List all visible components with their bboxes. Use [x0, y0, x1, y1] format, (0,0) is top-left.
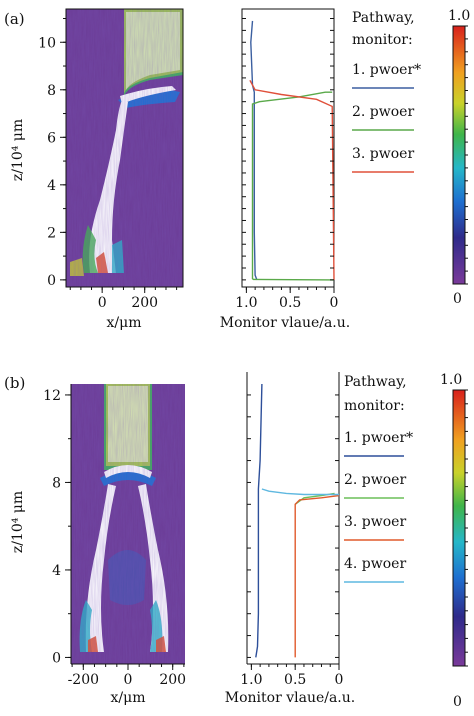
series-line [255, 383, 263, 658]
legend-entries: 1. pwoer* 2. pwoer 3. pwoer 4. pwoer [344, 430, 413, 583]
monitor-x-tick-label: 1.0 [240, 672, 262, 688]
map-x-tick-label: 0 [98, 295, 107, 311]
monitor-x-tick-label: 0 [330, 295, 339, 311]
map-y-axis: 0 4 8 12 [43, 388, 71, 666]
monitor-x-axis: 1.0 0.5 0 [235, 287, 338, 311]
map-x-tick-label: -200 [68, 672, 99, 688]
colorbar: 1.0 0 [440, 372, 468, 710]
legend-title-line1: Pathway, [352, 10, 415, 26]
panel-label: (b) [4, 374, 25, 392]
panel-a: (a) 0 200 0 2 4 6 8 10 x/μm z/10⁴ μm 1.0 0.5 0 M… [4, 8, 470, 331]
monitor-y-axis [247, 394, 339, 658]
monitor-x-axis: 1.0 0.5 0 [240, 664, 343, 688]
map-y-tick-label: 10 [38, 35, 56, 51]
monitor-x-tick-label: 1.0 [235, 295, 257, 311]
map-y-tick-label: 0 [52, 650, 61, 666]
map-x-tick-label: 200 [131, 295, 158, 311]
legend: Pathway, monitor: 1. pwoer* 2. pwoer 3. pw… [352, 10, 421, 173]
map-y-tick-label: 12 [43, 388, 61, 404]
series-line [251, 91, 335, 281]
map-y-tick-label: 8 [47, 83, 56, 99]
map-x-tick-label: 0 [124, 672, 133, 688]
monitor-x-tick-label: 0.5 [279, 295, 301, 311]
monitor-y-axis [242, 18, 334, 281]
legend-entry-label: 1. pwoer* [344, 430, 413, 446]
colorbar: 1.0 0 [448, 8, 470, 307]
legend-title-line1: Pathway, [344, 374, 407, 390]
colorbar-min-label: 0 [453, 694, 462, 710]
legend-entry-label: 3. pwoer [344, 514, 406, 530]
map-y-tick-label: 4 [47, 178, 56, 194]
map-y-tick-label: 2 [47, 225, 56, 241]
legend-entry-label: 3. pwoer [352, 146, 414, 162]
colorbar-ticks [465, 389, 468, 667]
legend-entry-label: 1. pwoer* [352, 62, 421, 78]
map-y-tick-label: 8 [52, 475, 61, 491]
monitor-series [249, 20, 335, 281]
colorbar-min-label: 0 [453, 291, 462, 307]
map-y-tick-label: 6 [47, 130, 56, 146]
map-y-label: z/10⁴ μm [10, 119, 26, 181]
map-y-tick-label: 4 [52, 563, 61, 579]
intensity-map [65, 8, 184, 288]
intensity-map [71, 384, 185, 664]
monitor-series [255, 383, 340, 658]
map-y-label: z/10⁴ μm [10, 491, 26, 553]
monitor-x-tick-label: 0.5 [284, 672, 306, 688]
colorbar-max-label: 1.0 [448, 8, 470, 24]
monitor-x-label: Monitor vlaue/a.u. [225, 690, 355, 706]
legend-title-line2: monitor: [352, 32, 413, 48]
legend-title-line2: monitor: [344, 398, 405, 414]
series-line [294, 494, 340, 658]
series-line [261, 488, 339, 496]
panel-label: (a) [4, 10, 25, 28]
legend-entry-label: 4. pwoer [344, 556, 406, 572]
legend-entries: 1. pwoer* 2. pwoer 3. pwoer [352, 62, 421, 173]
map-y-tick-label: 0 [47, 273, 56, 289]
monitor-x-tick-label: 0 [335, 672, 344, 688]
series-line [249, 79, 335, 280]
series-line [250, 20, 258, 281]
legend-entry-label: 2. pwoer [352, 104, 414, 120]
map-x-label: x/μm [111, 690, 146, 706]
panel-b: (b) -200 0 200 0 4 8 12 x/μm z/10⁴ μm 1.0 0.5 0 [4, 372, 468, 710]
map-x-axis: 0 200 [69, 287, 178, 311]
map-y-axis: 0 2 4 6 8 10 [38, 18, 66, 289]
monitor-x-label: Monitor vlaue/a.u. [220, 315, 350, 331]
monitor-frame [241, 8, 335, 288]
map-x-axis: -200 0 200 [68, 664, 186, 688]
colorbar-max-label: 1.0 [440, 372, 462, 388]
map-x-tick-label: 200 [159, 672, 186, 688]
colorbar-ticks [465, 25, 468, 285]
legend: Pathway, monitor: 1. pwoer* 2. pwoer 3. pw… [344, 374, 413, 583]
map-x-label: x/μm [107, 315, 142, 331]
legend-entry-label: 2. pwoer [344, 472, 406, 488]
